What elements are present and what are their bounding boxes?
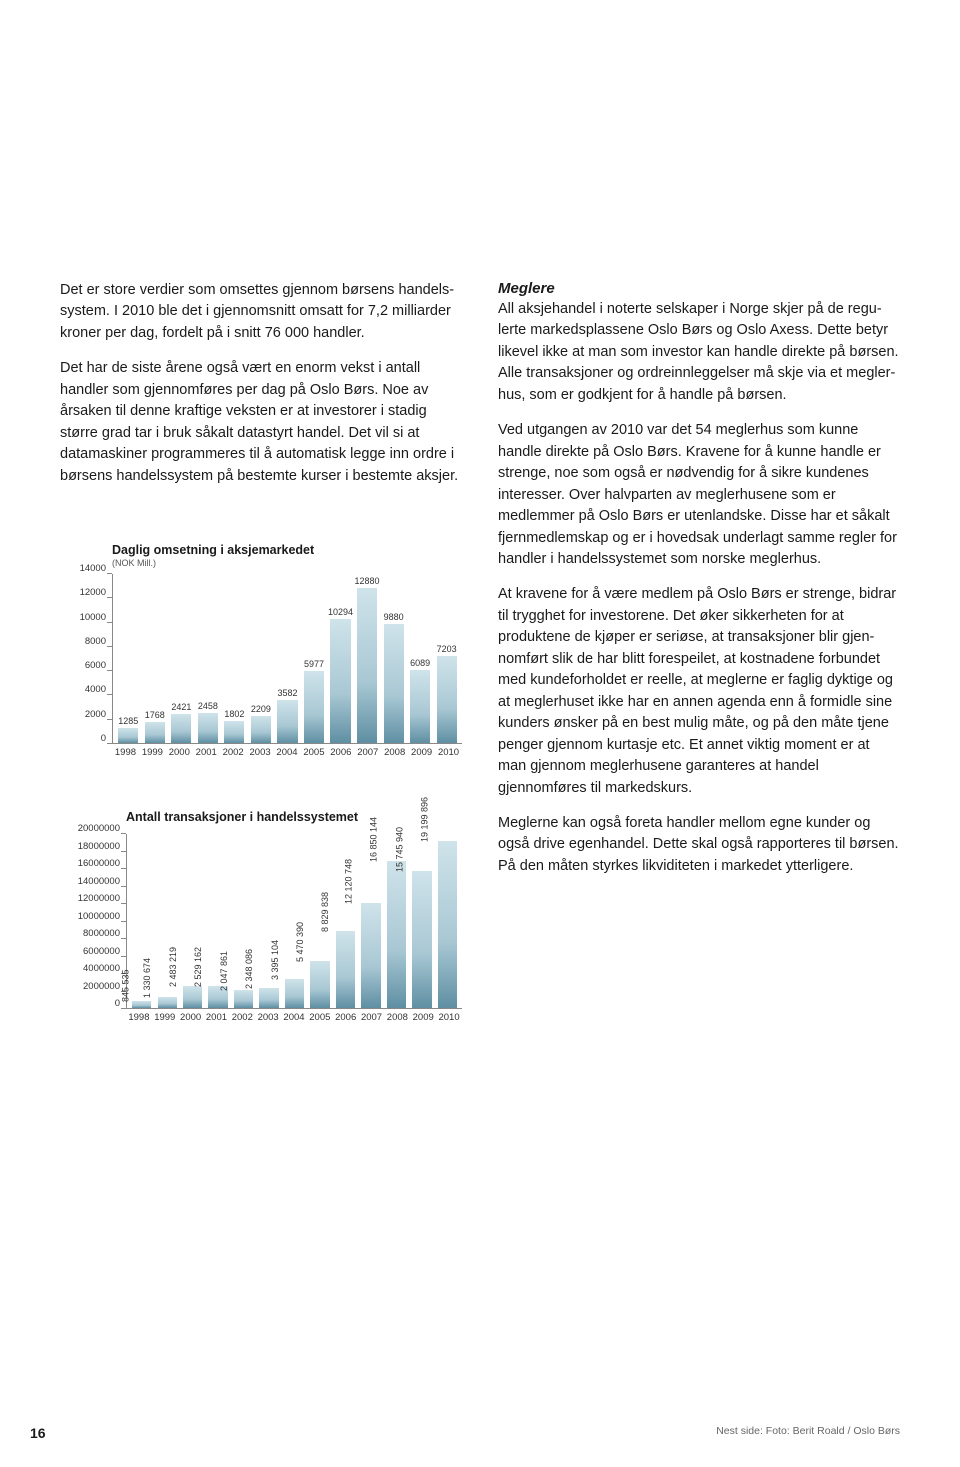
bar: 12880: [354, 574, 381, 743]
bar-label: 1768: [145, 710, 165, 720]
bar: 2 348 086: [256, 834, 281, 1008]
chart-1-y-axis: 14000120001000080006000400020000: [60, 574, 112, 744]
x-tick: 2001: [204, 1012, 230, 1023]
bar-label: 12880: [355, 576, 380, 586]
chart-2-title: Antall transaksjoner i handelssystemet: [126, 810, 462, 824]
bar-label: 2421: [171, 702, 191, 712]
right-paragraph-4: Meglerne kan også foreta handler mellom …: [498, 813, 900, 877]
left-paragraph-2: Det har de siste årene også vært en enor…: [60, 358, 462, 487]
bar: 10294: [327, 574, 354, 743]
left-paragraph-1: Det er store verdier som omsettes gjenno…: [60, 280, 462, 344]
chart-2-plot: 845 5351 330 6742 483 2192 529 1622 047 …: [126, 834, 462, 1009]
bar-label: 2 529 162: [193, 947, 203, 987]
right-paragraph-2: Ved utgangen av 2010 var det 54 meglerhu…: [498, 420, 900, 570]
bar-label: 1802: [224, 709, 244, 719]
bar-label: 12 120 748: [343, 859, 353, 904]
x-tick: 2008: [384, 1012, 410, 1023]
bar-label: 2 483 219: [168, 947, 178, 987]
bar-label: 6089: [410, 658, 430, 668]
bar: 3582: [274, 574, 301, 743]
x-tick: 2003: [247, 747, 274, 758]
bar-label: 8 829 838: [320, 892, 330, 932]
x-tick: 2000: [166, 747, 193, 758]
x-tick: 2005: [300, 747, 327, 758]
x-tick: 2000: [178, 1012, 204, 1023]
chart-1-plot: 1285 1768 2421 2458 1802 2209 3582 5977 10294 128…: [112, 574, 462, 744]
photo-credit: Nest side: Foto: Berit Roald / Oslo Børs: [716, 1425, 900, 1437]
right-heading: Meglere: [498, 280, 900, 297]
x-tick: 2007: [354, 747, 381, 758]
bar: 15 745 940: [409, 834, 434, 1008]
page-number: 16: [30, 1425, 46, 1441]
x-tick: 2002: [229, 1012, 255, 1023]
bar-label: 2209: [251, 704, 271, 714]
right-paragraph-1: All aksjehandel i noterte selskaper i No…: [498, 299, 900, 406]
bar: 6089: [407, 574, 434, 743]
chart-1-x-axis: 1998199920002001200220032004200520062007…: [112, 747, 462, 758]
x-tick: 1999: [152, 1012, 178, 1023]
bar-label: 3 395 104: [270, 940, 280, 980]
bar-label: 845 535: [120, 969, 130, 1002]
bar-label: 1285: [118, 716, 138, 726]
bar-label: 2 348 086: [244, 949, 254, 989]
x-tick: 2003: [255, 1012, 281, 1023]
x-tick: 2006: [327, 747, 354, 758]
x-tick: 1998: [126, 1012, 152, 1023]
x-tick: 2007: [359, 1012, 385, 1023]
bar-label: 15 745 940: [394, 827, 404, 872]
x-tick: 2009: [408, 747, 435, 758]
right-paragraph-3: At kravene for å være medlem på Oslo Bør…: [498, 584, 900, 799]
bar: 5977: [301, 574, 328, 743]
x-tick: 2010: [435, 747, 462, 758]
bar: 1768: [142, 574, 169, 743]
bar-label: 10294: [328, 607, 353, 617]
left-column: Det er store verdier som omsettes gjenno…: [60, 280, 462, 1023]
x-tick: 2004: [281, 1012, 307, 1023]
chart-1-title: Daglig omsetning i aksjemarkedet: [112, 543, 462, 557]
x-tick: 2002: [220, 747, 247, 758]
bar: 19 199 896: [435, 834, 460, 1008]
bar: 1802: [221, 574, 248, 743]
bar: 1285: [115, 574, 142, 743]
bar-label: 1 330 674: [142, 957, 152, 997]
bar-label: 9880: [384, 612, 404, 622]
chart-1-subtitle: (NOK Mill.): [112, 558, 462, 568]
x-tick: 1999: [139, 747, 166, 758]
chart-2: Antall transaksjoner i handelssystemet 2…: [60, 810, 462, 1023]
chart-1: Daglig omsetning i aksjemarkedet (NOK Mi…: [60, 543, 462, 758]
bar-label: 5977: [304, 659, 324, 669]
bar: 2209: [248, 574, 275, 743]
bar-label: 7203: [437, 644, 457, 654]
bar: 2458: [195, 574, 222, 743]
chart-2-y-axis: 2000000018000000160000001400000012000000…: [60, 834, 126, 1009]
bar: 2421: [168, 574, 195, 743]
bar-label: 5 470 390: [295, 921, 305, 961]
bar-label: 2 047 861: [219, 951, 229, 991]
bar-label: 2458: [198, 701, 218, 711]
x-tick: 2006: [333, 1012, 359, 1023]
x-tick: 2004: [274, 747, 301, 758]
x-tick: 1998: [112, 747, 139, 758]
right-column: Meglere All aksjehandel i noterte selska…: [498, 280, 900, 1023]
bar-label: 19 199 896: [420, 797, 430, 842]
bar-label: 3582: [277, 688, 297, 698]
bar: 7203: [433, 574, 460, 743]
x-tick: 2001: [193, 747, 220, 758]
bar-label: 16 850 144: [369, 817, 379, 862]
x-tick: 2008: [381, 747, 408, 758]
x-tick: 2010: [436, 1012, 462, 1023]
x-tick: 2009: [410, 1012, 436, 1023]
chart-2-x-axis: 1998199920002001200220032004200520062007…: [126, 1012, 462, 1023]
bar: 9880: [380, 574, 407, 743]
x-tick: 2005: [307, 1012, 333, 1023]
